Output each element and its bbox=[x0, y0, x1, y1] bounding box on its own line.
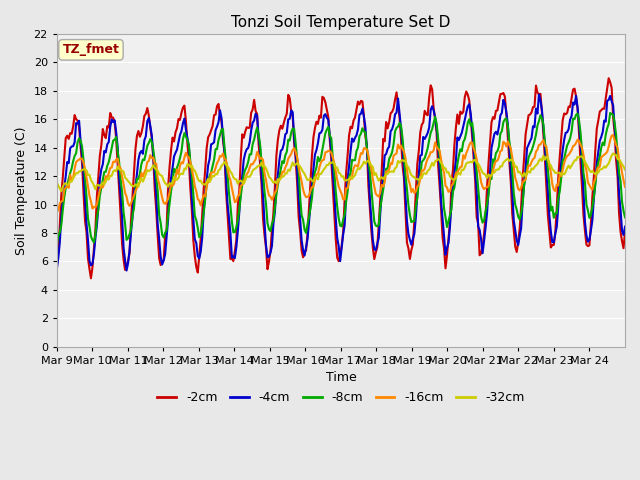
-32cm bbox=[347, 174, 355, 180]
-2cm bbox=[87, 276, 95, 281]
-8cm bbox=[345, 173, 353, 179]
Text: TZ_fmet: TZ_fmet bbox=[63, 43, 120, 56]
-32cm bbox=[620, 164, 627, 169]
-32cm bbox=[460, 167, 467, 173]
-4cm bbox=[621, 224, 629, 229]
-8cm bbox=[606, 110, 614, 116]
Line: -2cm: -2cm bbox=[57, 78, 625, 278]
-4cm bbox=[90, 251, 98, 257]
Line: -32cm: -32cm bbox=[57, 154, 625, 191]
-16cm bbox=[620, 177, 627, 183]
-4cm bbox=[53, 266, 61, 272]
-2cm bbox=[621, 229, 629, 235]
-4cm bbox=[347, 148, 355, 154]
Legend: -2cm, -4cm, -8cm, -16cm, -32cm: -2cm, -4cm, -8cm, -16cm, -32cm bbox=[152, 386, 529, 409]
-8cm bbox=[543, 147, 550, 153]
-32cm bbox=[609, 151, 617, 156]
-2cm bbox=[92, 227, 99, 233]
-2cm bbox=[620, 245, 627, 251]
-2cm bbox=[605, 75, 612, 81]
-16cm bbox=[53, 204, 61, 210]
-2cm bbox=[460, 109, 467, 115]
-8cm bbox=[458, 148, 466, 154]
-2cm bbox=[347, 124, 355, 130]
-8cm bbox=[621, 215, 629, 220]
-8cm bbox=[72, 150, 80, 156]
Line: -4cm: -4cm bbox=[57, 95, 625, 271]
-4cm bbox=[535, 92, 543, 97]
-4cm bbox=[72, 120, 80, 126]
-8cm bbox=[53, 241, 61, 247]
-2cm bbox=[544, 212, 552, 218]
-16cm bbox=[544, 156, 552, 161]
-32cm bbox=[58, 188, 65, 194]
Line: -8cm: -8cm bbox=[57, 113, 625, 244]
Title: Tonzi Soil Temperature Set D: Tonzi Soil Temperature Set D bbox=[231, 15, 451, 30]
-4cm bbox=[545, 213, 553, 218]
X-axis label: Time: Time bbox=[326, 372, 356, 384]
-32cm bbox=[92, 186, 99, 192]
Line: -16cm: -16cm bbox=[57, 135, 625, 211]
-32cm bbox=[53, 180, 61, 185]
-8cm bbox=[618, 199, 626, 204]
-16cm bbox=[609, 132, 617, 138]
-16cm bbox=[74, 158, 81, 164]
-16cm bbox=[92, 204, 99, 210]
-32cm bbox=[621, 167, 629, 172]
-2cm bbox=[72, 116, 80, 122]
-32cm bbox=[544, 155, 552, 161]
-16cm bbox=[54, 208, 62, 214]
-32cm bbox=[74, 170, 81, 176]
-4cm bbox=[460, 123, 467, 129]
-4cm bbox=[123, 268, 131, 274]
-8cm bbox=[90, 240, 98, 245]
Y-axis label: Soil Temperature (C): Soil Temperature (C) bbox=[15, 126, 28, 254]
-16cm bbox=[460, 152, 467, 158]
-2cm bbox=[53, 263, 61, 268]
-16cm bbox=[621, 184, 629, 190]
-16cm bbox=[347, 176, 355, 181]
-4cm bbox=[620, 232, 627, 238]
